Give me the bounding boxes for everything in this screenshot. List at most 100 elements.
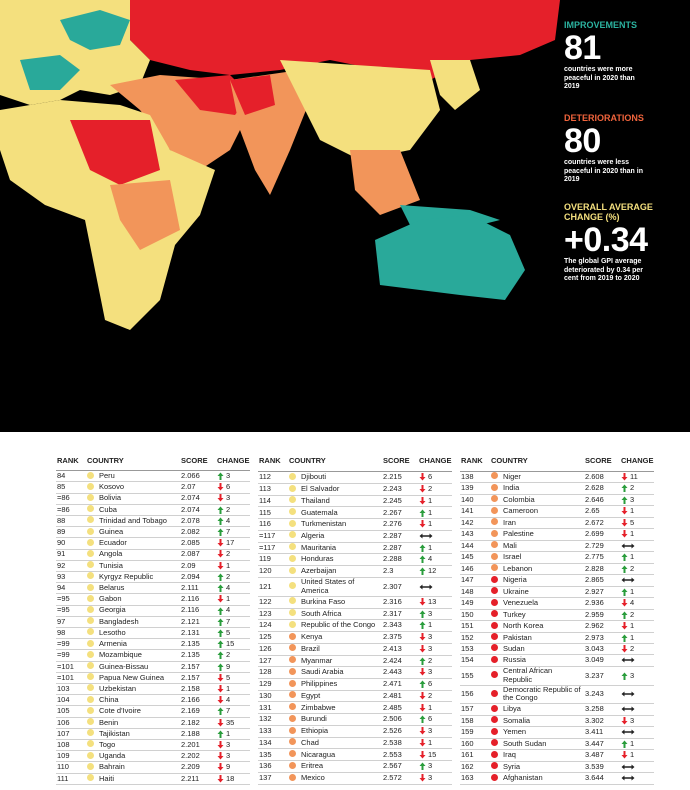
change-value: 7 <box>226 616 231 626</box>
country-row: 121 United States of America 2.307 <box>258 577 452 597</box>
rank: =99 <box>56 649 86 662</box>
change: 4 <box>216 694 250 707</box>
country: Thailand <box>300 495 382 508</box>
country-row: 115 Guatemala 2.267 1 <box>258 506 452 520</box>
dot-cell <box>288 518 300 531</box>
change: 1 <box>216 593 250 606</box>
change: 11 <box>620 471 654 484</box>
score: 2.973 <box>584 632 620 645</box>
change-arrow <box>217 696 224 704</box>
band-dot <box>491 575 498 583</box>
band-dot <box>289 656 296 664</box>
rank: 84 <box>56 470 86 483</box>
score: 2.775 <box>584 551 620 564</box>
score: 2.553 <box>382 748 418 762</box>
change-value: 2 <box>226 571 231 581</box>
change: 1 <box>620 505 654 518</box>
header-row: RANK COUNTRY SCORE CHANGE <box>460 450 654 472</box>
change-value: 1 <box>428 542 433 552</box>
change-value: 3 <box>226 739 231 749</box>
country: Burkina Faso <box>300 596 382 609</box>
country-row: 111 Haiti 2.211 18 <box>56 773 250 786</box>
country-row: 122 Burkina Faso 2.316 13 <box>258 596 452 609</box>
change <box>620 540 654 553</box>
dot-cell <box>288 713 300 726</box>
dot-cell <box>288 553 300 567</box>
band-dot <box>289 554 296 562</box>
country: Republic of the Congo <box>300 619 382 633</box>
country: Iran <box>502 517 584 530</box>
score: 2.413 <box>382 643 418 656</box>
score: 2.201 <box>180 739 216 752</box>
change-arrow <box>217 730 224 738</box>
change-arrow <box>419 703 426 712</box>
change-value: 2 <box>226 504 231 514</box>
dot-cell <box>288 596 300 609</box>
rank: =117 <box>258 530 288 543</box>
change-value: 7 <box>226 527 231 537</box>
change-arrow <box>621 507 628 515</box>
score: 2.506 <box>382 713 418 726</box>
band-dot <box>87 471 94 479</box>
score: 2.116 <box>180 593 216 606</box>
change: 1 <box>418 518 452 531</box>
change-arrow <box>621 672 628 680</box>
country: Sudan <box>502 643 584 656</box>
change: 1 <box>620 738 654 751</box>
rank: =101 <box>56 672 86 685</box>
change-arrow <box>217 528 224 537</box>
country: Israel <box>502 551 584 564</box>
score: 2.672 <box>584 517 620 530</box>
change: 7 <box>216 526 250 539</box>
country-row: 156 Democratic Republic of the Congo 3.243 <box>460 685 654 705</box>
rank: 151 <box>460 620 490 633</box>
change-arrow <box>621 611 628 619</box>
rank: 150 <box>460 609 490 622</box>
score: 2.628 <box>584 482 620 495</box>
change: 2 <box>620 563 654 576</box>
country-row: 108 Togo 2.201 3 <box>56 739 250 752</box>
dot-cell <box>86 683 98 696</box>
rank: 157 <box>460 703 490 716</box>
country-row: 124 Republic of the Congo 2.343 1 <box>258 619 452 633</box>
change-arrow <box>621 543 635 549</box>
change-value: 4 <box>630 598 635 608</box>
change-value: 5 <box>226 672 231 682</box>
change: 2 <box>216 504 250 517</box>
country-row: 139 India 2.628 2 <box>460 482 654 495</box>
change-arrow <box>217 573 224 581</box>
score: 2.131 <box>180 627 216 640</box>
dot-cell <box>490 632 502 645</box>
dot-cell <box>288 666 300 680</box>
rank: 120 <box>258 565 288 578</box>
rank: 143 <box>460 528 490 541</box>
change: 3 <box>418 608 452 621</box>
dot-cell <box>490 482 502 495</box>
change: 3 <box>418 760 452 773</box>
change: 1 <box>620 551 654 564</box>
rank: 122 <box>258 596 288 609</box>
band-dot <box>87 684 94 692</box>
change-value: 9 <box>226 661 231 671</box>
country-row: 98 Lesotho 2.131 5 <box>56 627 250 640</box>
change-value: 6 <box>428 714 433 724</box>
change <box>620 761 654 774</box>
band-dot <box>87 662 94 669</box>
band-dot <box>289 750 296 758</box>
change-value: 3 <box>226 471 231 481</box>
header-cell: CHANGE <box>620 450 654 472</box>
dot-cell <box>86 470 98 483</box>
australia <box>375 215 525 300</box>
change: 1 <box>216 683 250 696</box>
rank: 128 <box>258 666 288 680</box>
country: Benin <box>98 717 180 729</box>
score: 3.411 <box>584 726 620 739</box>
country-row: 151 North Korea 2.962 1 <box>460 620 654 633</box>
score: 2.646 <box>584 494 620 507</box>
country: Chad <box>300 737 382 750</box>
score: 2.343 <box>382 619 418 633</box>
dot-cell <box>288 565 300 578</box>
change-value: 1 <box>630 621 635 631</box>
score: 2.166 <box>180 694 216 707</box>
band-dot <box>289 620 296 628</box>
